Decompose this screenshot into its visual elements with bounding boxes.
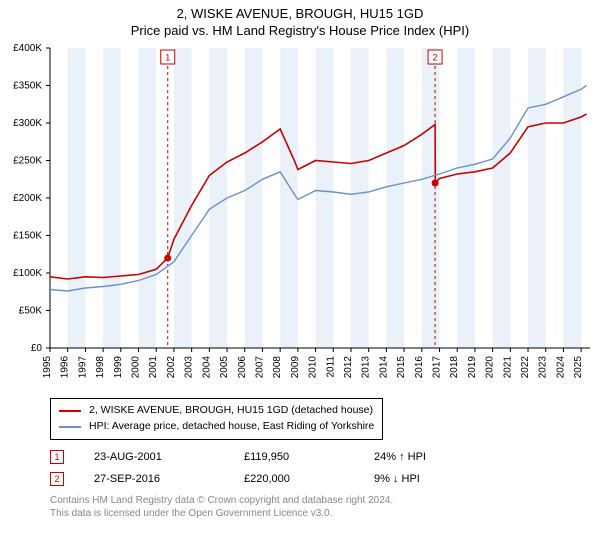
event-price: £220,000 bbox=[244, 473, 344, 485]
disclaimer-line2: This data is licensed under the Open Gov… bbox=[50, 507, 590, 521]
legend-label-hpi: HPI: Average price, detached house, East… bbox=[89, 419, 374, 435]
legend-row-2: HPI: Average price, detached house, East… bbox=[59, 419, 374, 435]
svg-text:2019: 2019 bbox=[467, 356, 478, 379]
svg-text:2024: 2024 bbox=[555, 356, 566, 379]
svg-text:2011: 2011 bbox=[325, 356, 336, 378]
svg-text:2008: 2008 bbox=[272, 356, 283, 379]
event-date: 27-SEP-2016 bbox=[94, 473, 214, 485]
svg-text:1: 1 bbox=[165, 53, 170, 63]
svg-text:2014: 2014 bbox=[378, 356, 389, 379]
svg-text:£150K: £150K bbox=[13, 231, 42, 242]
svg-text:£0: £0 bbox=[31, 343, 43, 354]
svg-text:1999: 1999 bbox=[113, 356, 124, 379]
svg-text:1998: 1998 bbox=[95, 356, 106, 379]
svg-text:2005: 2005 bbox=[219, 356, 230, 379]
svg-text:2018: 2018 bbox=[449, 356, 460, 379]
svg-text:2025: 2025 bbox=[573, 356, 584, 379]
svg-text:2013: 2013 bbox=[361, 356, 372, 379]
svg-text:2006: 2006 bbox=[237, 356, 248, 379]
event-delta: 24% ↑ HPI bbox=[374, 451, 484, 463]
svg-text:£50K: £50K bbox=[19, 306, 43, 317]
disclaimer: Contains HM Land Registry data © Crown c… bbox=[50, 494, 590, 521]
svg-text:2016: 2016 bbox=[414, 356, 425, 379]
event-delta: 9% ↓ HPI bbox=[374, 473, 484, 485]
svg-text:£200K: £200K bbox=[13, 193, 42, 204]
svg-text:1995: 1995 bbox=[42, 356, 53, 379]
event-price: £119,950 bbox=[244, 451, 344, 463]
svg-text:2001: 2001 bbox=[148, 356, 159, 379]
legend-swatch-price-paid bbox=[59, 410, 81, 412]
legend: 2, WISKE AVENUE, BROUGH, HU15 1GD (detac… bbox=[50, 398, 383, 440]
chart: £0£50K£100K£150K£200K£250K£300K£350K£400… bbox=[50, 48, 590, 388]
svg-text:2023: 2023 bbox=[538, 356, 549, 379]
legend-swatch-hpi bbox=[59, 426, 81, 428]
svg-text:2020: 2020 bbox=[485, 356, 496, 379]
event-row: 2 27-SEP-2016 £220,000 9% ↓ HPI bbox=[50, 472, 590, 486]
event-marker-1: 1 bbox=[50, 450, 64, 464]
svg-text:2007: 2007 bbox=[254, 356, 265, 379]
svg-text:£100K: £100K bbox=[13, 268, 42, 279]
svg-text:2010: 2010 bbox=[308, 356, 319, 379]
svg-text:2004: 2004 bbox=[201, 356, 212, 379]
event-row: 1 23-AUG-2001 £119,950 24% ↑ HPI bbox=[50, 450, 590, 464]
svg-text:£400K: £400K bbox=[13, 43, 42, 54]
svg-text:£250K: £250K bbox=[13, 156, 42, 167]
svg-text:2000: 2000 bbox=[131, 356, 142, 379]
events-table: 1 23-AUG-2001 £119,950 24% ↑ HPI 2 27-SE… bbox=[50, 450, 590, 486]
legend-row-1: 2, WISKE AVENUE, BROUGH, HU15 1GD (detac… bbox=[59, 403, 374, 419]
legend-label-price-paid: 2, WISKE AVENUE, BROUGH, HU15 1GD (detac… bbox=[89, 403, 373, 419]
footer: 2, WISKE AVENUE, BROUGH, HU15 1GD (detac… bbox=[50, 398, 590, 521]
svg-text:2021: 2021 bbox=[502, 356, 513, 379]
svg-text:2002: 2002 bbox=[166, 356, 177, 379]
svg-text:2015: 2015 bbox=[396, 356, 407, 379]
svg-text:£300K: £300K bbox=[13, 118, 42, 129]
chart-title-block: 2, WISKE AVENUE, BROUGH, HU15 1GD Price … bbox=[0, 0, 600, 38]
event-date: 23-AUG-2001 bbox=[94, 451, 214, 463]
svg-text:2017: 2017 bbox=[432, 356, 443, 379]
title-subtitle: Price paid vs. HM Land Registry's House … bbox=[0, 23, 600, 38]
svg-text:2012: 2012 bbox=[343, 356, 354, 379]
svg-text:2022: 2022 bbox=[520, 356, 531, 379]
svg-text:2: 2 bbox=[433, 53, 438, 63]
svg-text:1996: 1996 bbox=[60, 356, 71, 379]
svg-text:1997: 1997 bbox=[77, 356, 88, 379]
svg-text:2003: 2003 bbox=[184, 356, 195, 379]
title-address: 2, WISKE AVENUE, BROUGH, HU15 1GD bbox=[0, 6, 600, 21]
event-marker-2: 2 bbox=[50, 472, 64, 486]
disclaimer-line1: Contains HM Land Registry data © Crown c… bbox=[50, 494, 590, 508]
svg-text:2009: 2009 bbox=[290, 356, 301, 379]
svg-text:£350K: £350K bbox=[13, 81, 42, 92]
